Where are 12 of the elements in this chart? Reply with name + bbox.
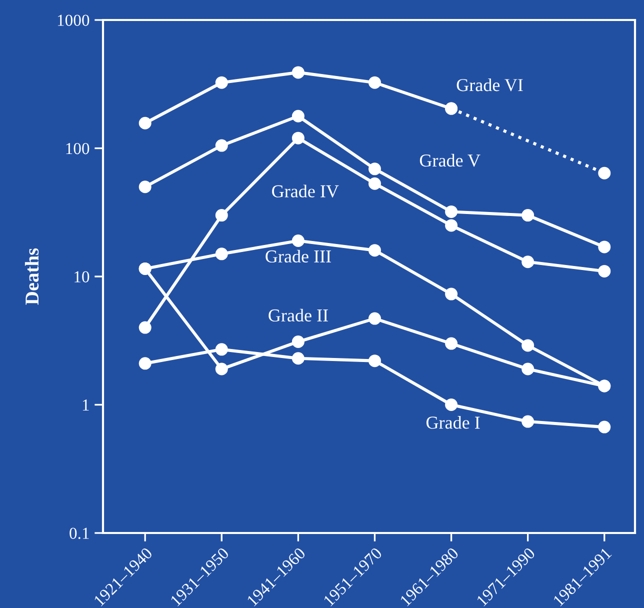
y-tick-label: 100 — [66, 142, 90, 154]
y-tick-label: 1000 — [58, 14, 90, 26]
series-label: Grade II — [268, 308, 328, 322]
y-tick-label: 0.1 — [70, 528, 89, 540]
series-label: Grade I — [426, 416, 480, 429]
y-axis-title: Deaths — [24, 248, 39, 305]
y-tick-label: 1 — [82, 400, 89, 411]
series-label: Grade III — [266, 250, 331, 263]
series-label: Grade IV — [272, 184, 339, 198]
y-tick-label: 10 — [74, 271, 90, 282]
series-label: Grade V — [420, 154, 480, 167]
series-label: Grade VI — [456, 78, 523, 92]
